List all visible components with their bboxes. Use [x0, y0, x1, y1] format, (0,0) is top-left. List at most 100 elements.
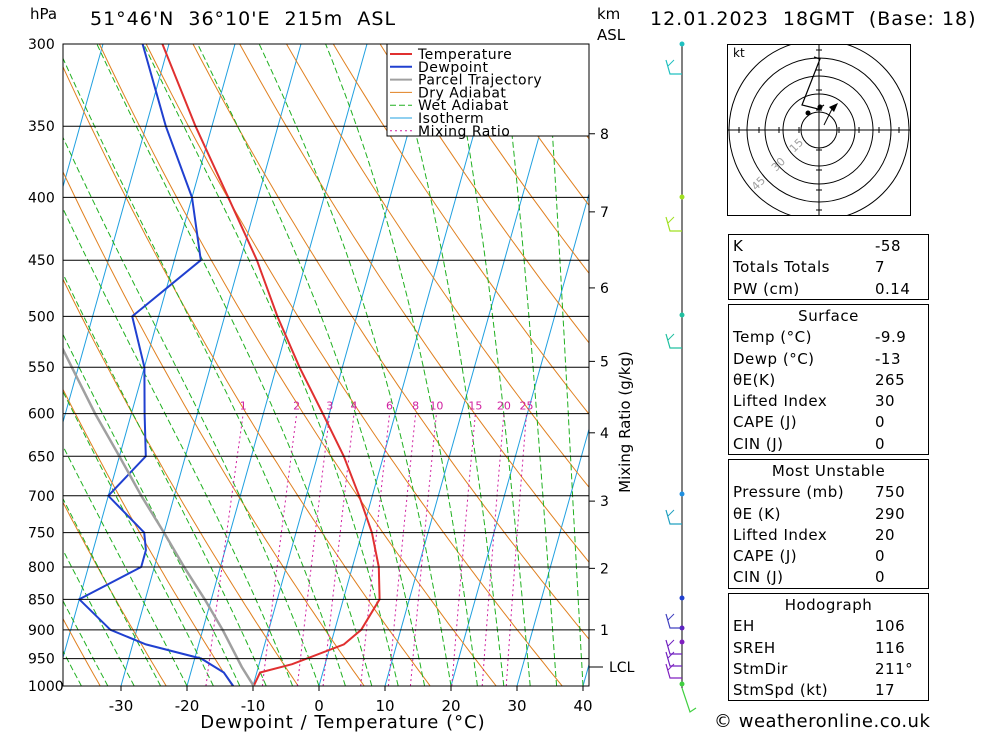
isotherm-line: [318, 44, 500, 686]
surface-value: -13: [875, 349, 901, 368]
lcl-label: LCL: [609, 660, 635, 676]
mixing-ratio-line: [451, 413, 476, 686]
wind-barb-feather: [667, 333, 675, 341]
surface-label: θE(K): [733, 370, 776, 389]
pressure-tick-label: 700: [28, 489, 55, 505]
legend-label: Wet Adiabat: [418, 98, 509, 114]
index-label: K: [733, 237, 744, 255]
mixing-ratio-line: [505, 413, 527, 686]
surface-row: CIN (J) 0: [729, 433, 928, 454]
x-tick-label: -20: [175, 697, 200, 715]
wet-adiabat-line: [63, 445, 188, 686]
index-label: PW (cm): [733, 279, 800, 298]
hodograph-stat-row: StmDir 211°: [729, 658, 928, 679]
km-tick-label: 1: [600, 623, 609, 639]
wind-barb-feather: [667, 216, 675, 224]
hodograph-stat-row: EH 106: [729, 615, 928, 636]
most-unstable-row: θE (K) 290: [729, 503, 928, 524]
wind-barb: [665, 59, 682, 75]
pressure-tick-label: 350: [28, 119, 55, 135]
most-unstable-label: Lifted Index: [733, 525, 828, 544]
wet-adiabat-line: [63, 497, 162, 686]
pressure-tick-label: 900: [28, 623, 55, 639]
hodograph-stats-title: Hodograph: [784, 596, 873, 614]
dry-adiabat-line: [63, 617, 101, 686]
hpa-unit: hPa: [30, 5, 58, 23]
surface-row: θE(K) 265: [729, 369, 928, 390]
hodograph-stat-row: SREH 116: [729, 637, 928, 658]
mixing-ratio-label: 2: [293, 400, 300, 413]
wind-barb: [665, 639, 682, 655]
surface-value: 0: [875, 434, 886, 453]
wind-barb: [665, 651, 682, 667]
most-unstable-value: 20: [875, 525, 896, 544]
mixing-ratio-line: [322, 413, 355, 686]
most-unstable-row: CIN (J) 0: [729, 566, 928, 587]
dry-adiabat-line: [192, 44, 589, 640]
x-tick-label: 40: [573, 697, 592, 715]
wind-barb: [681, 687, 697, 713]
most-unstable-value: 750: [875, 483, 906, 502]
hodograph-stat-value: 106: [875, 617, 906, 636]
wet-adiabat-line: [325, 44, 478, 686]
wet-adiabat-line: [96, 44, 373, 686]
most-unstable-label: Pressure (mb): [733, 483, 845, 502]
dry-adiabat-line: [63, 501, 167, 686]
wind-barb: [665, 613, 682, 629]
most-unstable-row: Pressure (mb) 750: [729, 481, 928, 502]
legend-label: Mixing Ratio: [418, 124, 510, 140]
isotherm-line: [450, 191, 589, 686]
mixing-ratio-axis-label: Mixing Ratio (g/kg): [616, 351, 634, 493]
storm-motion-vector: [823, 108, 833, 126]
hodograph-stat-value: 17: [875, 681, 896, 700]
parcel-trajectory-line: [63, 346, 255, 686]
most-unstable-panel: Most Unstable Pressure (mb) 750 θE (K) 290 L…: [728, 459, 929, 589]
surface-label: CIN (J): [733, 434, 784, 453]
hodograph-stats-panel: Hodograph EH 106 SREH 116 StmDir 211° StmSpd (…: [728, 593, 929, 702]
footer-copyright[interactable]: © weatheronline.co.uk: [714, 711, 931, 732]
km-unit: km: [597, 5, 621, 23]
surface-row: Dewp (°C) -13: [729, 348, 928, 369]
dry-adiabat-line: [379, 44, 589, 344]
surface-row: Lifted Index 30: [729, 390, 928, 411]
wind-barb-feather: [667, 509, 675, 517]
wet-adiabat-line: [63, 390, 214, 686]
hodograph-ring-label: 30: [769, 155, 788, 174]
plot-border: [62, 43, 590, 687]
hodograph-box: 15 30 45 kt: [727, 39, 911, 221]
km-tick-label: 5: [600, 354, 609, 370]
mixing-ratio-line: [360, 413, 391, 686]
hodograph-stat-label: StmSpd (kt): [733, 681, 829, 700]
wind-barb: [665, 509, 682, 525]
surface-panel: Surface Temp (°C) -9.9 Dewp (°C) -13 θE(K) 26…: [728, 304, 929, 456]
legend-label: Isotherm: [418, 111, 484, 127]
hodograph-stat-row: StmSpd (kt) 17: [729, 679, 928, 700]
index-row: PW (cm) 0.14: [729, 278, 928, 299]
surface-value: 30: [875, 392, 896, 411]
surface-value: -9.9: [875, 328, 907, 347]
pressure-tick-label: 450: [28, 253, 55, 269]
km-tick-label: 4: [600, 426, 609, 442]
dry-adiabat-line: [332, 44, 589, 415]
most-unstable-row: CAPE (J) 0: [729, 545, 928, 566]
index-value: -58: [875, 237, 901, 255]
km-tick-label: 3: [600, 494, 609, 510]
wet-adiabat-line: [449, 44, 531, 686]
hodograph-point: [817, 104, 823, 110]
km-tick-label: 7: [600, 205, 609, 221]
hodograph-stat-label: EH: [733, 617, 755, 636]
forecast-datetime: 12.01.2023 18GMT (Base: 18): [650, 8, 977, 30]
hodograph-trace: [801, 56, 825, 110]
surface-value: 265: [875, 370, 906, 389]
most-unstable-label: CIN (J): [733, 568, 784, 587]
mixing-ratio-label: 3: [326, 400, 333, 413]
surface-title: Surface: [798, 307, 859, 325]
x-tick-label: 20: [441, 697, 460, 715]
most-unstable-label: θE (K): [733, 504, 781, 523]
x-tick-label: 30: [507, 697, 526, 715]
mixing-ratio-line: [387, 413, 417, 686]
isotherm-line: [63, 44, 104, 189]
legend-label: Parcel Trajectory: [418, 73, 542, 89]
